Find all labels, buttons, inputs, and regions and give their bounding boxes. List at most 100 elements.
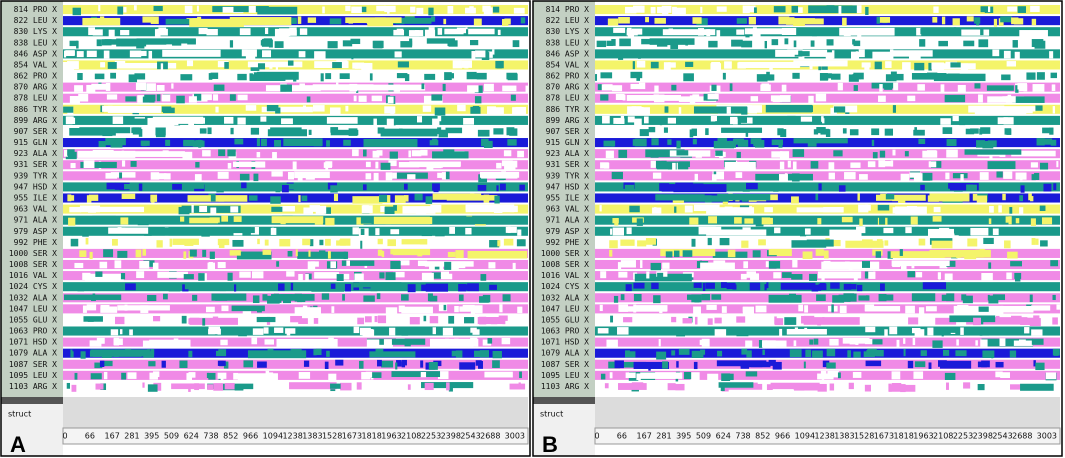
structure-speckle (929, 193, 970, 202)
structure-speckle (155, 127, 166, 136)
structure-speckle (960, 327, 964, 335)
structure-speckle (1011, 17, 1019, 25)
structure-speckle (196, 227, 255, 234)
structure-speckle (801, 315, 805, 324)
structure-speckle (724, 206, 733, 214)
structure-speckle (297, 16, 302, 24)
structure-speckle (234, 384, 244, 391)
structure-speckle (727, 249, 736, 258)
residue-label: 1016 VAL X (541, 271, 589, 280)
structure-speckle (467, 250, 528, 259)
residue-label: 1032 ALA X (9, 293, 57, 302)
structure-speckle (817, 317, 822, 326)
structure-speckle (496, 162, 502, 169)
structure-speckle (225, 52, 237, 59)
structure-speckle (373, 40, 383, 49)
structure-speckle (1035, 238, 1039, 245)
structure-speckle (603, 140, 616, 147)
structure-speckle (850, 51, 860, 60)
structure-speckle (351, 6, 362, 14)
structure-speckle (890, 160, 894, 167)
structure-speckle (736, 316, 746, 323)
structure-speckle (766, 194, 778, 201)
structure-speckle (488, 262, 496, 269)
structure-speckle (953, 305, 1004, 314)
structure-speckle (943, 49, 1000, 56)
structure-speckle (380, 128, 438, 137)
structure-speckle (774, 227, 781, 234)
structure-speckle (63, 50, 67, 58)
residue-label: 1008 SER X (541, 260, 589, 269)
structure-speckle (625, 6, 637, 14)
structure-speckle (326, 350, 330, 357)
structure-speckle (377, 249, 383, 256)
structure-speckle (875, 349, 884, 357)
structure-speckle (346, 260, 350, 266)
structure-speckle (445, 171, 450, 180)
structure-speckle (734, 183, 739, 190)
structure-speckle (736, 151, 741, 158)
structure-speckle (424, 29, 436, 38)
structure-speckle (794, 216, 803, 222)
structure-stripe (595, 171, 1060, 181)
structure-speckle (976, 195, 988, 203)
structure-speckle (383, 339, 392, 346)
structure-speckle (667, 139, 672, 145)
structure-speckle (933, 206, 941, 213)
structure-speckle (676, 361, 679, 368)
structure-speckle (829, 229, 862, 237)
structure-speckle (766, 282, 769, 289)
structure-speckle (928, 62, 932, 71)
structure-speckle (287, 29, 297, 36)
structure-speckle (80, 351, 86, 359)
structure-speckle (749, 282, 761, 291)
structure-speckle (741, 40, 753, 48)
structure-speckle (369, 351, 416, 358)
structure-speckle (232, 239, 244, 247)
structure-speckle (794, 50, 803, 57)
structure-speckle (287, 251, 293, 257)
structure-speckle (700, 262, 735, 270)
structure-speckle (885, 74, 897, 82)
structure-speckle (493, 128, 504, 135)
structure-speckle (291, 17, 297, 24)
structure-speckle (829, 338, 839, 346)
structure-speckle (117, 6, 124, 15)
structure-speckle (839, 27, 895, 36)
structure-speckle (165, 18, 193, 25)
structure-speckle (979, 328, 983, 336)
structure-speckle (339, 239, 344, 246)
structure-speckle (352, 196, 383, 204)
structure-speckle (867, 161, 876, 168)
residue-label: 1103 ARG X (541, 382, 589, 391)
structure-speckle (738, 61, 800, 69)
structure-speckle (858, 295, 870, 301)
structure-speckle (676, 7, 686, 15)
structure-speckle (691, 350, 704, 358)
structure-speckle (963, 40, 975, 47)
structure-speckle (374, 315, 378, 323)
structure-speckle (986, 6, 991, 13)
structure-speckle (371, 95, 383, 102)
structure-speckle (156, 240, 163, 248)
structure-speckle (150, 172, 160, 180)
structure-speckle (944, 273, 953, 281)
structure-speckle (674, 216, 687, 223)
structure-speckle (308, 250, 311, 257)
structure-speckle (1041, 138, 1053, 145)
structure-speckle (609, 372, 613, 379)
structure-speckle (843, 293, 855, 299)
structure-speckle (411, 150, 422, 157)
structure-speckle (659, 118, 663, 126)
structure-speckle (883, 227, 894, 234)
structure-speckle (1053, 183, 1057, 191)
structure-speckle (771, 151, 783, 158)
structure-speckle (271, 216, 324, 224)
structure-speckle (1020, 173, 1023, 181)
structure-speckle (494, 195, 500, 204)
structure-stripe (63, 237, 528, 247)
structure-speckle (290, 315, 303, 323)
structure-speckle (298, 51, 306, 58)
structure-speckle (379, 194, 388, 203)
structure-speckle (826, 39, 834, 46)
